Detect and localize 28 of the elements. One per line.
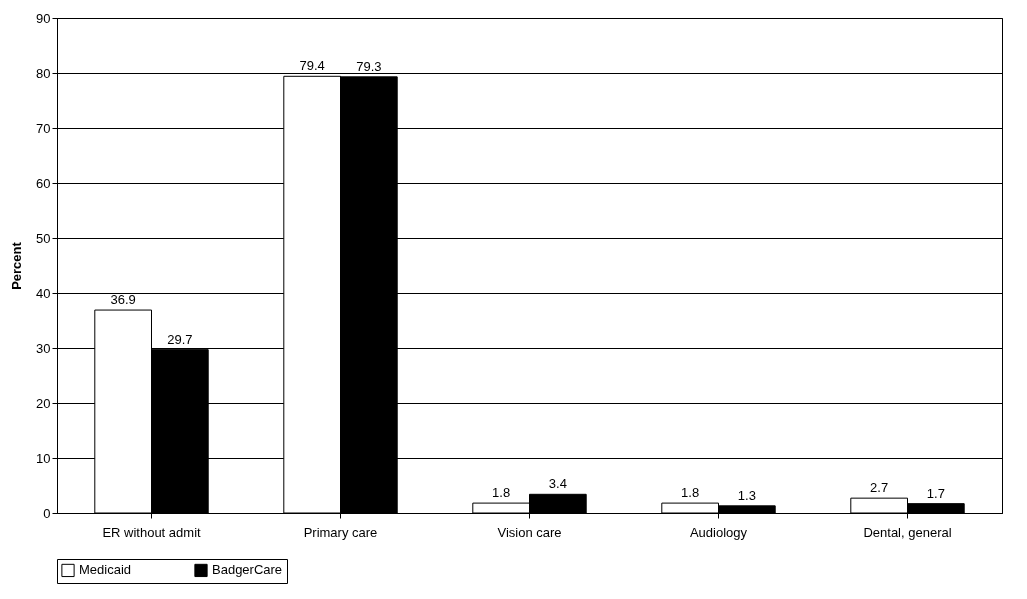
legend-label: Medicaid: [79, 562, 132, 578]
data-label: 3.4: [548, 476, 567, 492]
data-label: 2.7: [870, 480, 889, 496]
x-tick-label: Vision care: [497, 524, 562, 540]
data-label: 36.9: [110, 292, 136, 308]
y-tick-label: 30: [36, 340, 51, 356]
data-label: 1.7: [926, 485, 945, 501]
y-axis-title: Percent: [9, 241, 25, 290]
data-label: 79.4: [299, 58, 325, 74]
data-label: 1.8: [681, 485, 700, 501]
y-tick-label: 90: [36, 10, 51, 26]
y-tick-label: 40: [36, 285, 51, 301]
y-tick-label: 0: [43, 505, 51, 521]
legend-label: BadgerCare: [212, 562, 283, 578]
data-label: 29.7: [167, 331, 193, 347]
y-tick-label: 20: [36, 395, 51, 411]
x-tick-label: Audiology: [689, 524, 748, 540]
data-label: 1.8: [492, 485, 511, 501]
y-tick-label: 10: [36, 450, 51, 466]
y-tick-label: 50: [36, 230, 51, 246]
x-tick-label: ER without admit: [102, 524, 202, 540]
x-tick-label: Dental, general: [863, 524, 952, 540]
x-tick-label: Primary care: [303, 524, 378, 540]
data-label: 1.3: [737, 487, 756, 503]
y-tick-label: 70: [36, 120, 51, 136]
y-tick-label: 60: [36, 175, 51, 191]
y-tick-label: 80: [36, 65, 51, 81]
data-label: 79.3: [356, 58, 382, 74]
